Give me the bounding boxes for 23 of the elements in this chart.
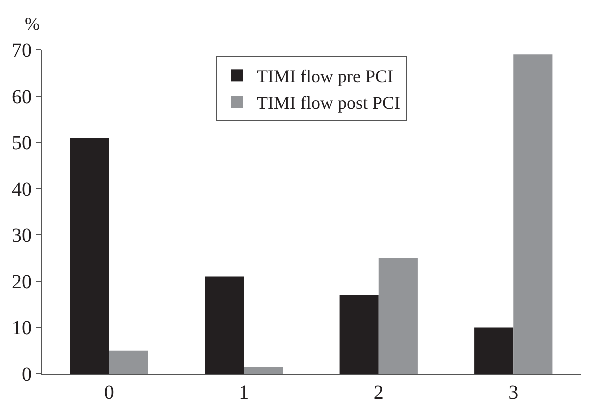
legend-label: TIMI flow post PCI	[257, 93, 401, 114]
x-tick-label: 0	[104, 382, 114, 404]
x-tick-label: 1	[239, 382, 250, 404]
y-tick-label: 20	[12, 271, 32, 294]
bar	[205, 276, 244, 374]
bar	[514, 54, 553, 374]
bar	[378, 258, 418, 374]
y-tick-label: 40	[12, 178, 32, 201]
y-tick-label: 0	[22, 364, 32, 386]
bar	[474, 328, 514, 374]
bar	[340, 295, 379, 374]
y-tick-label: 60	[12, 86, 32, 108]
y-axis-title: %	[25, 14, 40, 34]
x-tick-label: 3	[508, 382, 519, 404]
y-tick-label: 30	[12, 225, 32, 248]
bar	[244, 367, 284, 374]
bar	[109, 350, 148, 374]
bar	[70, 138, 110, 374]
x-tick-label: 2	[374, 382, 384, 404]
y-tick-label: 70	[12, 40, 32, 62]
legend-label: TIMI flow pre PCI	[257, 66, 394, 87]
y-tick-label: 10	[12, 318, 32, 340]
y-tick-label: 50	[12, 132, 32, 155]
